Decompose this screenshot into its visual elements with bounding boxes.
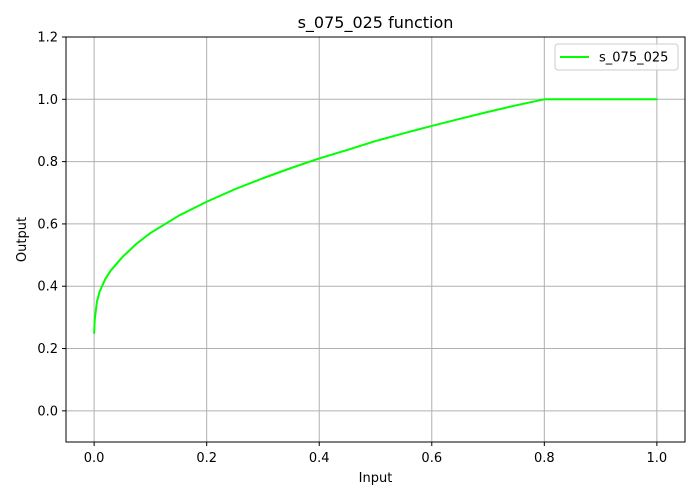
chart-title: s_075_025 function (298, 13, 454, 33)
series-layer (93, 98, 658, 334)
x-tick-label: 0.0 (84, 451, 105, 466)
legend-box (554, 43, 679, 71)
legend-label: s_075_025 (599, 51, 668, 66)
y-tick-label: 0.6 (37, 217, 58, 232)
x-tick-label: 0.2 (196, 451, 217, 466)
legend: s_075_025 (554, 43, 679, 71)
x-axis-label: Input (359, 471, 393, 486)
x-tick-label: 0.6 (421, 451, 442, 466)
x-tick-label: 0.4 (309, 451, 330, 466)
y-tick-label: 0.2 (37, 342, 58, 357)
plot-area-frame (65, 36, 686, 443)
x-tick-label: 0.8 (534, 451, 555, 466)
y-tick-label: 0.4 (37, 280, 58, 295)
y-axis-label: Output (15, 217, 30, 262)
y-tick-label: 0.0 (37, 404, 58, 419)
y-tick-label: 1.0 (37, 93, 58, 108)
y-tick-label: 1.2 (37, 31, 58, 46)
ticks: 0.0 0.2 0.4 0.6 0.8 1.0 0.0 0.2 0.4 0.6 0.8 1.0 1.2 (37, 31, 667, 467)
x-tick-label: 1.0 (647, 451, 668, 466)
series-line (93, 98, 658, 334)
y-tick-label: 0.8 (37, 155, 58, 170)
